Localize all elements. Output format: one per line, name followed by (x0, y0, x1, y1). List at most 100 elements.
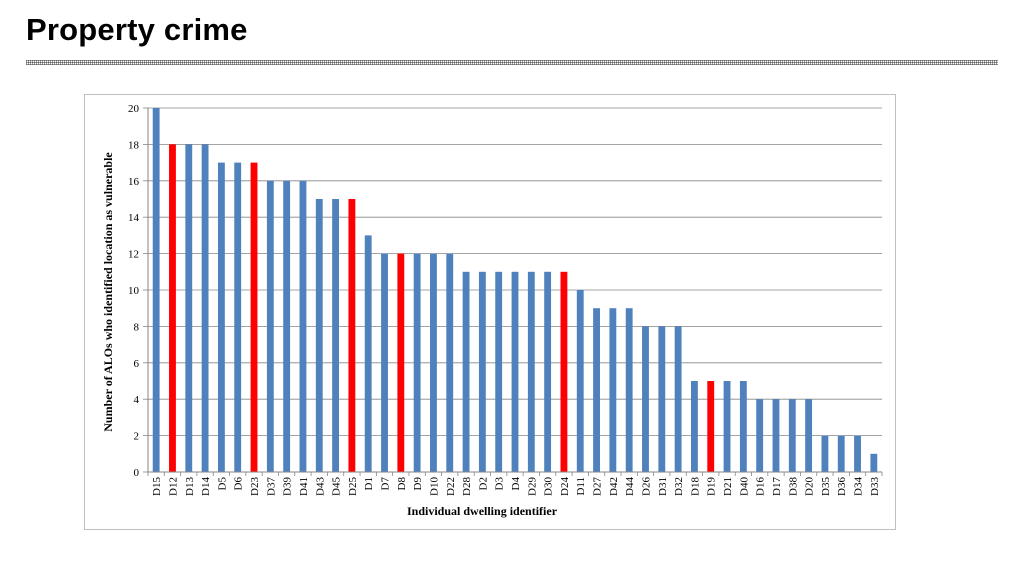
bar-d9 (413, 253, 421, 472)
bar-d25 (348, 199, 356, 472)
x-tick-label: D17 (771, 477, 783, 496)
bar-d30 (544, 271, 552, 472)
bar-d12 (169, 144, 176, 472)
bar-d8 (397, 253, 405, 472)
y-tick-label: 10 (128, 285, 140, 297)
y-tick-label: 14 (128, 212, 140, 224)
bar-d13 (185, 144, 193, 472)
bar-d7 (381, 253, 388, 472)
x-tick-label: D1 (363, 477, 375, 490)
bar-d11 (576, 290, 584, 472)
y-tick-label: 8 (134, 321, 140, 333)
x-tick-label: D3 (494, 477, 506, 491)
bar-chart: 0 2 4 6 8 10 12 14 16 18 20 D15 D12 D13 D14 D5 D6 D23 D37… (101, 103, 883, 518)
x-tick-label: D35 (820, 477, 832, 496)
bar-d15 (152, 108, 160, 472)
bar-d26 (642, 326, 649, 472)
bar-d36 (837, 435, 845, 472)
x-tick-label: D40 (738, 477, 750, 496)
bar-d43 (315, 199, 323, 472)
x-tick-label: D43 (314, 477, 326, 496)
x-tick-label: D10 (428, 477, 440, 496)
bar-d16 (756, 399, 764, 472)
bar-d22 (446, 253, 454, 472)
bar-d6 (234, 162, 242, 472)
x-tick-label: D19 (706, 477, 718, 496)
bar-d23 (250, 162, 258, 472)
bar-d38 (788, 399, 796, 472)
bar-d40 (739, 381, 747, 472)
x-tick-label: D28 (461, 477, 473, 496)
bar-d31 (658, 326, 666, 472)
x-tick-label: D36 (836, 477, 848, 496)
x-tick-label: D6 (233, 477, 245, 491)
x-tick-label: D22 (445, 477, 457, 496)
x-tick-label: D38 (787, 477, 799, 496)
x-tick-label: D5 (216, 477, 228, 491)
x-tick-label: D31 (657, 477, 669, 496)
y-tick-label: 2 (134, 431, 140, 443)
x-tick-label: D29 (526, 477, 538, 496)
bar-d21 (723, 381, 731, 472)
bar-d1 (364, 235, 372, 472)
bar-d10 (430, 253, 437, 472)
bar-d29 (527, 271, 535, 472)
title-divider (26, 60, 998, 65)
y-tick-label: 20 (128, 103, 140, 115)
y-tick-labels: 0 2 4 6 8 10 12 14 16 18 20 (128, 103, 148, 479)
x-tick-label: D41 (298, 477, 310, 496)
x-tick-label: D37 (265, 477, 277, 496)
bar-d32 (674, 326, 682, 472)
bar-d42 (609, 308, 617, 472)
x-tick-label: D15 (151, 477, 163, 496)
bar-d20 (805, 399, 813, 472)
x-tick-label: D42 (608, 477, 620, 496)
bar-d17 (772, 399, 780, 472)
x-tick-label: D23 (249, 477, 261, 496)
y-tick-label: 12 (128, 249, 139, 261)
x-tick-label: D13 (184, 477, 196, 496)
bar-d35 (821, 435, 829, 472)
bar-d44 (625, 308, 633, 472)
bar-d45 (332, 199, 340, 472)
bars (152, 108, 878, 473)
bar-d24 (560, 271, 568, 472)
y-axis-label: Number of ALOs who identified location a… (101, 152, 115, 432)
x-tick-label: D12 (167, 477, 179, 496)
bar-d33 (870, 453, 878, 472)
x-tick-label: D11 (575, 477, 587, 496)
x-tick-label: D24 (559, 477, 571, 496)
x-tick-label: D26 (640, 477, 652, 496)
x-tick-label: D33 (869, 477, 881, 496)
y-tick-label: 18 (128, 139, 140, 151)
y-tick-label: 6 (134, 358, 140, 370)
y-tick-label: 0 (134, 467, 140, 479)
bar-d28 (462, 271, 470, 472)
bar-d37 (266, 180, 274, 473)
x-tick-label: D18 (689, 477, 701, 496)
x-tick-label: D14 (200, 477, 212, 496)
bar-d3 (495, 271, 503, 472)
x-tick-labels: D15 D12 D13 D14 D5 D6 D23 D37 D39 D41 D43 D45 D25 D1 D… (147, 472, 883, 496)
x-tick-label: D34 (853, 477, 865, 496)
slide-title: Property crime (26, 12, 248, 47)
bar-d39 (283, 180, 291, 473)
x-tick-label: D39 (282, 477, 294, 496)
bar-d2 (478, 271, 486, 472)
x-tick-label: D30 (543, 477, 555, 496)
x-tick-label: D9 (412, 477, 424, 491)
x-tick-label: D25 (347, 477, 359, 496)
chart-frame: 0 2 4 6 8 10 12 14 16 18 20 D15 D12 D13 D14 D5 D6 D23 D37… (84, 94, 896, 530)
x-tick-label: D4 (510, 477, 522, 491)
x-tick-label: D2 (477, 477, 489, 490)
x-tick-label: D32 (673, 477, 685, 496)
bar-d5 (217, 162, 225, 472)
x-tick-label: D20 (804, 477, 816, 496)
bar-d41 (299, 180, 307, 473)
bar-d18 (690, 381, 698, 472)
x-tick-label: D7 (380, 477, 392, 491)
x-tick-label: D16 (755, 477, 767, 496)
y-tick-label: 4 (134, 394, 140, 406)
bar-d34 (854, 435, 861, 472)
x-tick-label: D8 (396, 477, 408, 491)
